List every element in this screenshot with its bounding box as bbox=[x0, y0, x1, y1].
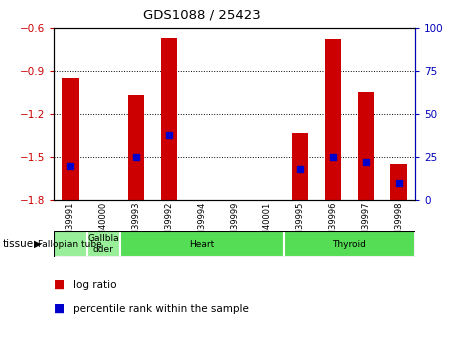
Text: Thyroid: Thyroid bbox=[333, 239, 366, 249]
Bar bbox=[87, 231, 120, 257]
Text: ▶: ▶ bbox=[34, 239, 41, 249]
Text: GDS1088 / 25423: GDS1088 / 25423 bbox=[143, 9, 261, 22]
Text: percentile rank within the sample: percentile rank within the sample bbox=[73, 304, 249, 314]
Text: Heart: Heart bbox=[189, 239, 214, 249]
Text: ■: ■ bbox=[54, 302, 65, 315]
Bar bbox=[120, 231, 284, 257]
Text: tissue: tissue bbox=[2, 239, 33, 249]
Bar bbox=[325, 39, 341, 200]
Bar bbox=[62, 78, 78, 200]
Bar bbox=[54, 231, 87, 257]
Bar bbox=[160, 38, 177, 200]
Bar bbox=[357, 92, 374, 200]
Text: log ratio: log ratio bbox=[73, 280, 116, 289]
Text: ■: ■ bbox=[54, 278, 65, 291]
Bar bbox=[284, 231, 415, 257]
Text: Fallopian tube: Fallopian tube bbox=[38, 239, 102, 249]
Text: Gallbla
dder: Gallbla dder bbox=[87, 234, 119, 254]
Bar bbox=[292, 132, 308, 200]
Bar bbox=[390, 164, 407, 200]
Bar bbox=[128, 95, 144, 200]
